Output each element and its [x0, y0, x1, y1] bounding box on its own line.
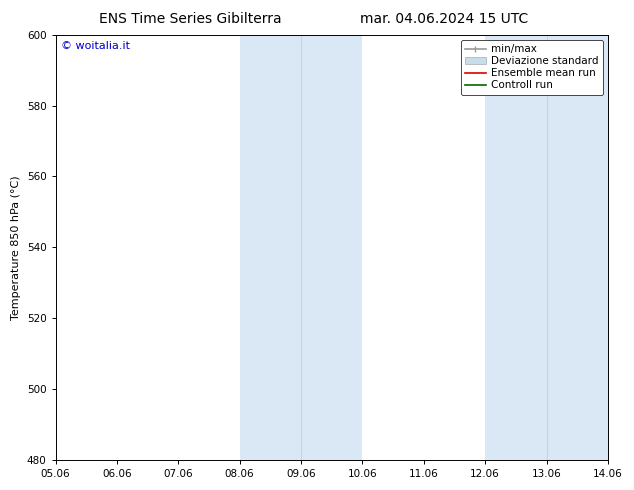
Text: © woitalia.it: © woitalia.it: [61, 41, 130, 51]
Legend: min/max, Deviazione standard, Ensemble mean run, Controll run: min/max, Deviazione standard, Ensemble m…: [461, 40, 603, 95]
Bar: [240, 35, 363, 460]
Text: ENS Time Series Gibilterra: ENS Time Series Gibilterra: [99, 12, 281, 26]
Y-axis label: Temperature 850 hPa (°C): Temperature 850 hPa (°C): [11, 175, 22, 319]
Bar: [485, 35, 608, 460]
Text: mar. 04.06.2024 15 UTC: mar. 04.06.2024 15 UTC: [359, 12, 528, 26]
